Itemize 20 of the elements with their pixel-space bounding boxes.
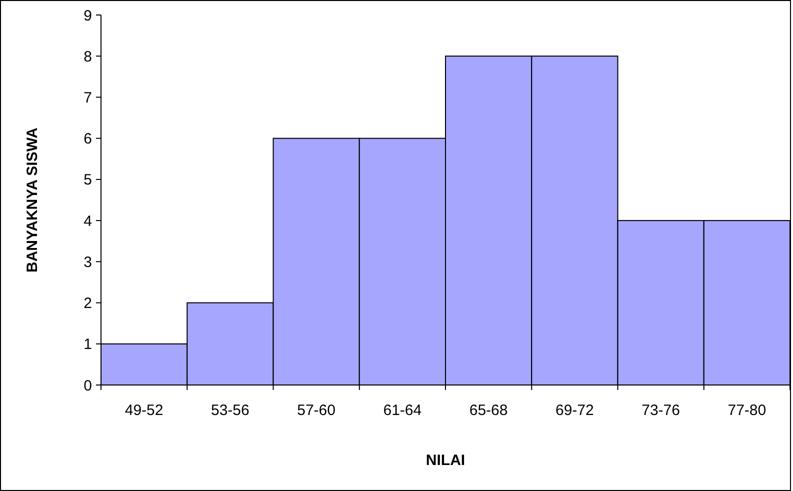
x-tick-label: 77-80 — [728, 402, 766, 419]
x-tick-label: 57-60 — [297, 402, 336, 419]
x-tick-label: 53-56 — [211, 402, 250, 419]
y-tick-label: 3 — [84, 254, 92, 271]
y-tick-label: 7 — [84, 89, 92, 106]
y-tick-label: 9 — [84, 7, 92, 24]
x-tick-label: 65-68 — [469, 402, 508, 419]
x-tick-label: 69-72 — [556, 402, 594, 419]
x-tick-label: 49-52 — [124, 402, 164, 419]
x-axis-title: NILAI — [426, 452, 466, 469]
y-tick-label: 1 — [84, 336, 92, 354]
y-tick-label: 6 — [84, 130, 92, 148]
y-tick-label: 8 — [84, 48, 92, 66]
y-tick-label: 0 — [84, 377, 92, 394]
x-tick-label: 61-64 — [383, 402, 422, 419]
x-tick-label: 73-76 — [642, 402, 680, 419]
y-axis-title: BANYAKNYA SISWA — [24, 127, 41, 273]
y-tick-label: 2 — [84, 295, 92, 312]
y-tick-label: 4 — [84, 212, 92, 230]
y-tick-label: 5 — [84, 172, 92, 189]
